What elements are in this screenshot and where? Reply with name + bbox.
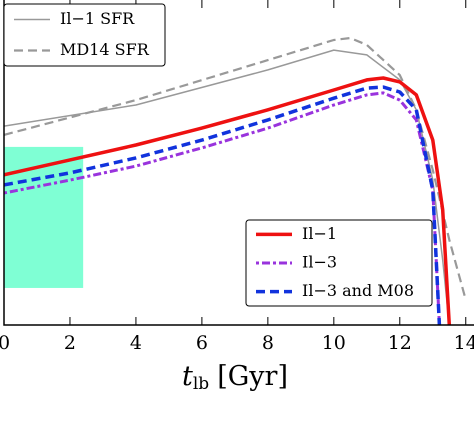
axes-frame [3, 0, 474, 326]
x-tick-label: 14 [454, 332, 474, 354]
x-label-symbol: t [182, 361, 193, 392]
x-tick-label: 2 [64, 332, 76, 354]
x-tick-label: 0 [0, 332, 10, 354]
series-line [4, 49, 451, 325]
legend-label: MD14 SFR [60, 40, 150, 59]
legend-label: Il−1 SFR [60, 9, 135, 28]
legend-label: Il−3 and M08 [302, 281, 414, 300]
x-axis-label: tlb [Gyr] [182, 361, 288, 394]
x-tick-label: 8 [262, 332, 274, 354]
series-line [4, 85, 442, 325]
x-label-unit: [Gyr] [217, 361, 288, 392]
series-line [4, 76, 452, 325]
legend-box [245, 219, 433, 307]
x-tick-label: 10 [322, 332, 346, 354]
series-line [4, 36, 467, 301]
x-tick-label: 6 [196, 332, 208, 354]
shaded-region [4, 146, 84, 288]
x-tick-label: 12 [388, 332, 412, 354]
legend-label: Il−1 [302, 224, 337, 243]
x-label-subscript: lb [193, 374, 209, 394]
legend-label: Il−3 [302, 253, 337, 272]
x-tick-label: 4 [130, 332, 142, 354]
plot-area [4, 36, 467, 325]
